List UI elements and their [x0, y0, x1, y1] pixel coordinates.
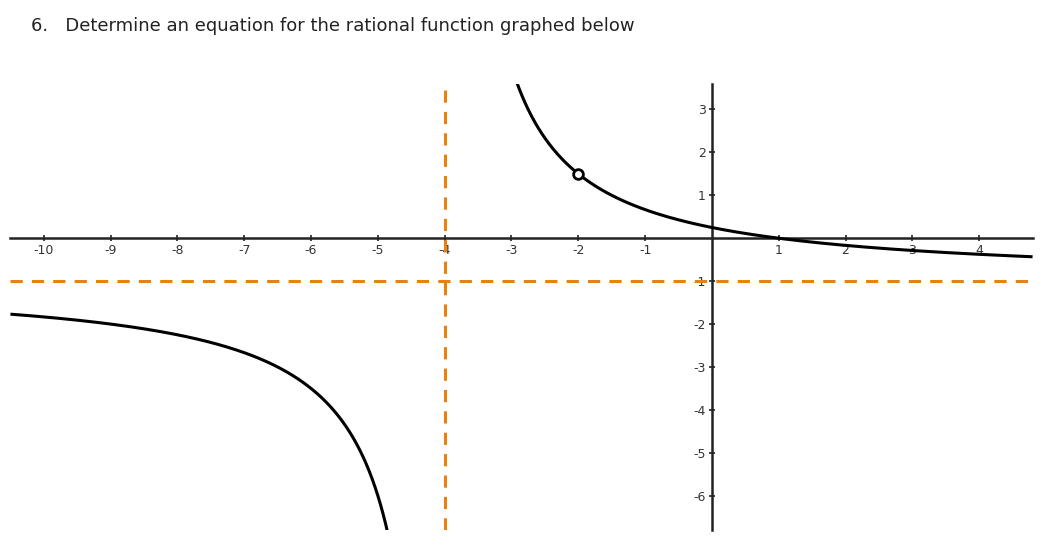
- Text: 6.   Determine an equation for the rational function graphed below: 6. Determine an equation for the rationa…: [31, 17, 635, 35]
